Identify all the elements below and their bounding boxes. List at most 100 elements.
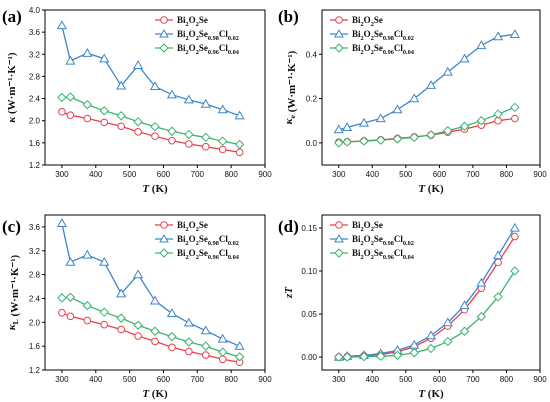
- y-tick-label: 0.0: [306, 139, 318, 148]
- x-tick-label: 300: [55, 170, 69, 179]
- y-tick-label: 0.00: [301, 353, 317, 362]
- legend-label: Bi2O2Se0.96Cl0.04: [352, 43, 415, 56]
- legend-marker: [334, 43, 344, 53]
- data-point-circle: [168, 136, 176, 145]
- data-point-triangle: [358, 117, 369, 127]
- data-point-circle: [511, 114, 519, 123]
- data-point-circle: [185, 140, 193, 148]
- legend-marker: [334, 233, 344, 243]
- data-point-diamond: [510, 102, 520, 113]
- plot-frame: [44, 214, 266, 371]
- data-point-circle: [83, 114, 92, 123]
- data-point-diamond: [426, 130, 436, 140]
- x-axis-label: T (K): [142, 388, 168, 400]
- legend: Bi2O2SeBi2O2Se0.98Cl0.02Bi2O2Se0.96Cl0.0…: [155, 220, 240, 261]
- y-tick-label: 4.0: [29, 6, 41, 15]
- data-point-diamond: [82, 300, 93, 311]
- x-axis-label: T (K): [142, 183, 168, 195]
- data-point-triangle: [82, 47, 93, 57]
- data-point-triangle: [409, 93, 420, 103]
- legend-marker: [159, 28, 169, 38]
- data-point-diamond: [167, 126, 177, 136]
- data-point-circle: [201, 142, 210, 151]
- data-point-triangle: [425, 330, 437, 340]
- legend-label: Bi2O2Se0.96Cl0.04: [177, 43, 240, 56]
- x-axis-label: T (K): [418, 388, 444, 400]
- data-point-circle: [117, 122, 125, 131]
- plot-frame: [321, 214, 541, 371]
- panel-label: (c): [2, 217, 21, 236]
- y-tick-label: 3.2: [29, 247, 41, 256]
- data-point-triangle: [200, 98, 211, 108]
- x-axis-label: T (K): [418, 183, 444, 195]
- data-point-diamond: [342, 352, 352, 362]
- y-tick-label: 2.8: [29, 271, 41, 280]
- data-point-diamond: [510, 266, 520, 276]
- y-tick-label: 2.0: [29, 318, 41, 327]
- data-point-triangle: [476, 40, 487, 50]
- data-point-triangle: [425, 80, 437, 89]
- data-point-circle: [117, 325, 125, 334]
- data-point-circle: [151, 337, 159, 346]
- data-point-diamond: [184, 129, 194, 140]
- data-point-triangle: [217, 333, 228, 343]
- y-axis-label: κL (W·m⁻¹·K⁻¹): [6, 255, 21, 331]
- panel-label: (b): [278, 7, 299, 26]
- data-point-diamond: [359, 136, 369, 146]
- data-point-diamond: [133, 320, 143, 330]
- x-tick-label: 700: [466, 170, 480, 179]
- data-point-diamond: [57, 92, 67, 103]
- data-point-diamond: [217, 136, 228, 146]
- data-point-circle: [235, 148, 244, 157]
- legend-label: Bi2O2Se0.98Cl0.02: [177, 234, 239, 247]
- y-tick-label: 1.6: [29, 342, 41, 351]
- data-point-circle: [168, 343, 176, 352]
- data-point-triangle: [65, 55, 76, 65]
- x-tick-label: 700: [191, 375, 205, 384]
- legend-label: Bi2O2Se: [177, 15, 208, 28]
- data-point-diamond: [392, 350, 403, 361]
- data-point-triangle: [442, 317, 453, 327]
- x-tick-label: 400: [366, 375, 380, 384]
- legend-marker: [335, 221, 343, 229]
- x-tick-label: 800: [224, 170, 238, 179]
- x-tick-label: 500: [399, 375, 413, 384]
- data-point-diamond: [57, 293, 67, 303]
- data-point-triangle: [133, 269, 144, 279]
- data-point-circle: [66, 312, 75, 321]
- series-line-green: [338, 270, 516, 358]
- chart-panel-1: (a) 300 400 500 600 700 800 900 1.2 1.6 2.0 2.4 2.8 3…: [2, 6, 272, 195]
- data-point-triangle: [476, 277, 487, 287]
- data-point-triangle: [509, 222, 520, 232]
- data-point-triangle: [56, 218, 67, 227]
- x-tick-label: 800: [224, 375, 238, 384]
- data-point-diamond: [409, 132, 419, 143]
- y-tick-label: 0.10: [301, 267, 317, 276]
- x-tick-label: 300: [332, 375, 346, 384]
- data-point-diamond: [443, 125, 453, 136]
- x-tick-label: 400: [366, 170, 380, 179]
- data-point-circle: [58, 108, 66, 116]
- y-axis-label: κe (W·m⁻¹·K⁻¹): [283, 50, 298, 124]
- chart-panel-3: (c) 300 400 500 600 700 800 900 1.2 1.6 2.0 2.4 2.8 3…: [2, 214, 272, 400]
- data-point-circle: [511, 232, 519, 241]
- x-tick-label: 600: [157, 170, 171, 179]
- data-point-diamond: [476, 311, 487, 322]
- y-tick-label: 0.05: [301, 310, 317, 319]
- legend-marker: [160, 16, 168, 24]
- data-point-diamond: [334, 352, 344, 362]
- legend-marker: [159, 43, 169, 53]
- data-point-diamond: [359, 351, 369, 362]
- data-point-triangle: [392, 104, 403, 114]
- data-point-triangle: [166, 308, 177, 318]
- data-point-diamond: [334, 138, 344, 148]
- data-point-diamond: [150, 326, 160, 336]
- data-point-diamond: [342, 137, 352, 147]
- legend-label: Bi2O2Se0.98Cl0.02: [352, 29, 414, 42]
- legend-marker: [159, 233, 169, 243]
- data-point-diamond: [150, 122, 160, 132]
- data-point-triangle: [342, 122, 353, 132]
- legend-marker: [160, 221, 168, 229]
- x-tick-label: 900: [258, 375, 272, 384]
